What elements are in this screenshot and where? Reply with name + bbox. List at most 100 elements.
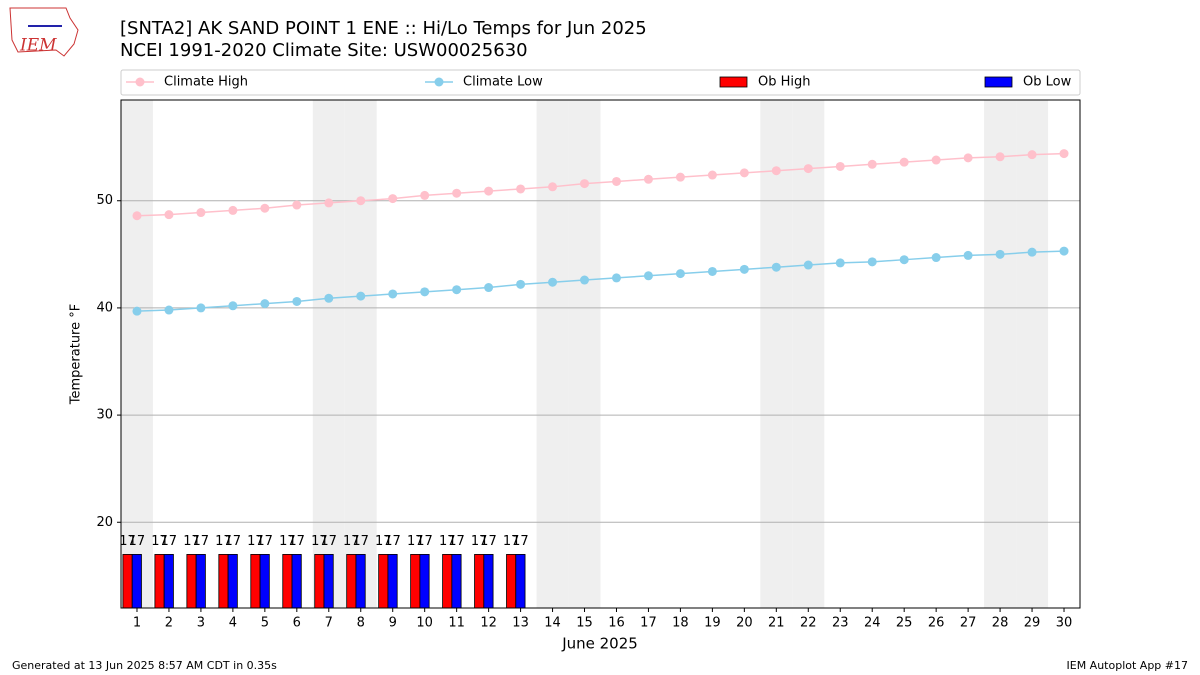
x-tick-label: 26 <box>928 616 945 631</box>
y-tick-label: 20 <box>96 515 113 530</box>
line-point <box>995 249 1005 259</box>
line-point <box>611 273 621 283</box>
x-tick-label: 21 <box>768 616 785 631</box>
line-point <box>739 168 749 178</box>
line-point <box>707 170 717 180</box>
line-point <box>164 305 174 315</box>
bar <box>451 554 462 609</box>
line-point <box>260 299 270 309</box>
line-point <box>132 306 142 316</box>
footer-left: Generated at 13 Jun 2025 8:57 AM CDT in … <box>12 659 277 672</box>
line-point <box>420 287 430 297</box>
line-point <box>675 172 685 182</box>
x-tick-label: 15 <box>576 616 593 631</box>
line-point <box>867 257 877 267</box>
line-point <box>228 301 238 311</box>
bar-label: 17 <box>224 534 241 549</box>
bar <box>323 554 334 609</box>
bar-label: 17 <box>439 534 456 549</box>
x-tick-label: 24 <box>864 616 881 631</box>
bar <box>195 554 206 609</box>
x-tick-label: 28 <box>992 616 1009 631</box>
weekend-band <box>568 100 601 608</box>
x-axis-label: June 2025 <box>561 635 638 653</box>
weekend-band <box>1016 100 1049 608</box>
x-tick-label: 7 <box>325 616 333 631</box>
bar <box>474 554 485 609</box>
y-tick-label: 40 <box>96 300 113 315</box>
line-point <box>803 260 813 270</box>
line-point <box>324 293 334 303</box>
line-point <box>196 208 206 218</box>
x-tick-label: 2 <box>165 616 173 631</box>
line-point <box>132 211 142 221</box>
legend-label: Ob High <box>758 75 811 90</box>
line-point <box>771 166 781 176</box>
weekend-band <box>312 100 345 608</box>
x-tick-label: 29 <box>1024 616 1041 631</box>
x-tick-label: 5 <box>261 616 269 631</box>
bar <box>410 554 421 609</box>
x-tick-label: 22 <box>800 616 817 631</box>
bar-label: 17 <box>247 534 264 549</box>
bar <box>506 554 517 609</box>
x-tick-label: 9 <box>389 616 397 631</box>
bar-label: 17 <box>192 534 209 549</box>
x-tick-label: 30 <box>1056 616 1073 631</box>
bar-label: 17 <box>416 534 433 549</box>
line-point <box>420 190 430 200</box>
legend-swatch <box>719 76 748 88</box>
line-point <box>548 277 558 287</box>
logo: IEM <box>9 7 79 57</box>
line-point <box>707 266 717 276</box>
legend-label: Climate Low <box>463 75 543 90</box>
line-point <box>516 184 526 194</box>
bar <box>259 554 270 609</box>
bar <box>154 554 165 609</box>
bar-label: 17 <box>161 534 178 549</box>
bar-label: 17 <box>279 534 296 549</box>
line-point <box>292 200 302 210</box>
line-point <box>452 188 462 198</box>
line-point <box>356 196 366 206</box>
bar-label: 17 <box>183 534 200 549</box>
line-point <box>516 279 526 289</box>
x-tick-label: 27 <box>960 616 977 631</box>
logo-text: IEM <box>19 36 57 56</box>
line-point <box>356 291 366 301</box>
y-tick-label: 50 <box>96 193 113 208</box>
weekend-band <box>792 100 825 608</box>
bar <box>218 554 229 609</box>
x-tick-label: 3 <box>197 616 205 631</box>
bar-label: 17 <box>119 534 136 549</box>
line-point <box>260 203 270 213</box>
y-tick-label: 30 <box>96 408 113 423</box>
line-point <box>899 255 909 265</box>
legend-label: Climate High <box>164 75 248 90</box>
bar-label: 17 <box>151 534 168 549</box>
line-point <box>484 186 494 196</box>
bar-label: 17 <box>448 534 465 549</box>
legend-point <box>434 77 444 87</box>
line-point <box>931 155 941 165</box>
bar <box>483 554 494 609</box>
bar <box>378 554 389 609</box>
line-point <box>548 182 558 192</box>
footer-right: IEM Autoplot App #17 <box>1067 659 1189 672</box>
x-tick-label: 12 <box>480 616 497 631</box>
line-point <box>963 250 973 260</box>
line-point <box>611 176 621 186</box>
bar <box>419 554 430 609</box>
line-point <box>580 275 590 285</box>
line-point <box>931 253 941 263</box>
x-tick-label: 25 <box>896 616 913 631</box>
bar <box>122 554 133 609</box>
x-tick-label: 14 <box>544 616 561 631</box>
line-point <box>1059 149 1069 159</box>
bar-label: 17 <box>512 534 529 549</box>
line-point <box>164 210 174 220</box>
x-tick-label: 23 <box>832 616 849 631</box>
bar-label: 17 <box>288 534 305 549</box>
bar-label: 17 <box>375 534 392 549</box>
